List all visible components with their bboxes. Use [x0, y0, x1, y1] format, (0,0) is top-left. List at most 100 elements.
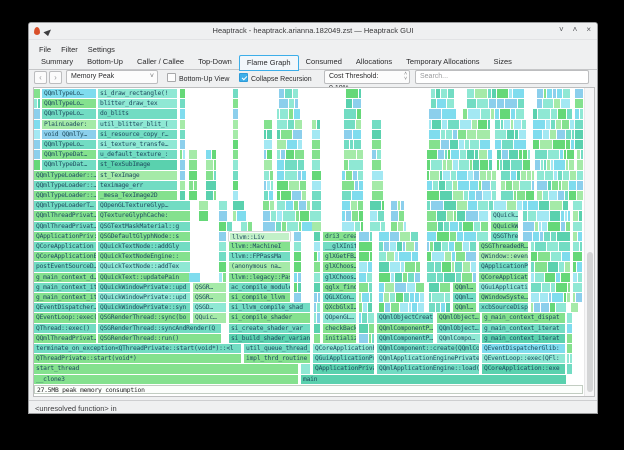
flame-box[interactable] — [372, 129, 381, 140]
flame-box[interactable]: QQuickTextNodeEngine:: — [98, 252, 190, 262]
flame-box[interactable] — [441, 129, 445, 140]
flame-box[interactable]: initialize — [323, 333, 356, 344]
flame-box[interactable]: QWindow::even… — [479, 252, 528, 262]
flame-box[interactable] — [531, 293, 539, 303]
flame-box[interactable] — [477, 99, 488, 109]
flame-box[interactable]: QQuickWindowPrivate::upd — [98, 282, 190, 293]
flame-box[interactable] — [569, 191, 576, 201]
flame-box[interactable] — [535, 242, 546, 252]
flame-box[interactable] — [537, 211, 549, 221]
flame-box[interactable]: g_main_context_iterat — [482, 333, 565, 344]
checkbox-box[interactable] — [239, 73, 248, 82]
flame-box[interactable] — [489, 99, 496, 109]
flame-box[interactable] — [537, 89, 543, 99]
flame-box[interactable] — [547, 160, 550, 170]
flame-box[interactable] — [395, 282, 406, 293]
flame-box[interactable] — [353, 99, 361, 109]
flame-box[interactable] — [199, 211, 208, 221]
flame-box[interactable] — [350, 140, 353, 150]
flame-box[interactable] — [567, 354, 569, 364]
flame-box[interactable] — [561, 272, 570, 282]
flame-box[interactable] — [558, 170, 562, 180]
flame-box[interactable] — [457, 201, 467, 211]
flame-box[interactable] — [454, 211, 456, 221]
flame-box[interactable] — [479, 180, 481, 191]
flame-box[interactable] — [562, 119, 569, 129]
flame-box[interactable]: QGLXCon… — [323, 293, 356, 303]
flame-box[interactable] — [552, 293, 563, 303]
flame-box[interactable] — [443, 160, 446, 170]
flame-box[interactable] — [573, 252, 582, 262]
flame-box[interactable] — [342, 201, 350, 211]
flame-box[interactable] — [429, 109, 441, 119]
flame-box[interactable] — [489, 201, 493, 211]
flame-box[interactable] — [219, 211, 227, 221]
flame-box[interactable] — [558, 109, 566, 119]
flame-box[interactable] — [441, 303, 445, 313]
flame-box[interactable] — [295, 99, 298, 109]
flame-box[interactable] — [459, 221, 462, 231]
flame-box[interactable] — [451, 150, 459, 160]
flame-box[interactable] — [542, 221, 547, 231]
flame-box[interactable] — [497, 99, 504, 109]
flame-box[interactable]: si_resource_copy_r… — [98, 129, 177, 140]
flame-box[interactable] — [476, 191, 482, 201]
flame-box[interactable] — [473, 272, 476, 282]
flame-box[interactable] — [497, 150, 501, 160]
flame-box[interactable] — [541, 303, 549, 313]
flame-box[interactable] — [446, 303, 450, 313]
flame-box[interactable] — [468, 170, 473, 180]
flame-box[interactable] — [450, 221, 458, 231]
flame-box[interactable]: impl_thrd_routine — [244, 354, 310, 364]
vertical-scrollbar[interactable] — [584, 88, 594, 396]
flame-box[interactable] — [539, 201, 549, 211]
flame-box[interactable] — [379, 293, 383, 303]
flame-box[interactable]: QSGR… — [193, 282, 226, 293]
flame-box[interactable] — [480, 170, 486, 180]
flame-box[interactable] — [408, 272, 414, 282]
flame-box[interactable] — [292, 191, 301, 201]
flame-box[interactable] — [441, 89, 447, 99]
flame-box[interactable] — [575, 140, 583, 150]
flame-box[interactable] — [495, 119, 500, 129]
flame-box[interactable] — [180, 150, 182, 160]
flame-box[interactable] — [277, 109, 279, 119]
flame-box[interactable] — [502, 140, 513, 150]
flame-box[interactable] — [318, 252, 320, 262]
flame-box[interactable] — [415, 272, 420, 282]
flame-box[interactable] — [180, 99, 185, 109]
flame-box[interactable] — [539, 221, 541, 231]
flame-box[interactable] — [399, 211, 404, 221]
flame-box[interactable] — [317, 313, 320, 323]
flame-box[interactable]: g_main_context_dispat — [482, 313, 565, 323]
flame-box[interactable] — [372, 333, 374, 344]
flame-box[interactable] — [342, 221, 354, 231]
flame-box[interactable] — [489, 160, 492, 170]
flame-box[interactable]: 27.5MB peak memory consumption — [34, 384, 583, 395]
flame-box[interactable]: glXChoos… — [323, 262, 356, 272]
flame-box[interactable] — [474, 170, 479, 180]
flame-box[interactable]: QQmlComponentP… — [377, 333, 433, 344]
forward-button[interactable]: › — [49, 71, 62, 84]
flame-box[interactable] — [194, 180, 197, 191]
flame-box[interactable] — [233, 150, 238, 160]
flame-box[interactable] — [452, 252, 455, 262]
flame-box[interactable] — [563, 89, 570, 99]
flame-box[interactable] — [277, 180, 288, 191]
flame-box[interactable] — [491, 109, 494, 119]
flame-box[interactable]: si_create_shader_var — [229, 323, 310, 333]
flame-box[interactable] — [445, 252, 451, 262]
flame-box[interactable] — [579, 211, 582, 221]
flame-box[interactable] — [501, 191, 513, 201]
flame-box[interactable] — [470, 242, 476, 252]
flame-box[interactable] — [566, 160, 568, 170]
flame-box[interactable] — [263, 211, 270, 221]
flame-box[interactable] — [368, 303, 372, 313]
flame-box[interactable] — [427, 211, 436, 221]
flame-box[interactable] — [294, 262, 301, 272]
flame-box[interactable] — [515, 129, 518, 140]
flame-box[interactable] — [180, 170, 185, 180]
flame-box[interactable] — [412, 252, 418, 262]
flame-box[interactable] — [532, 170, 534, 180]
flame-box[interactable] — [492, 191, 496, 201]
